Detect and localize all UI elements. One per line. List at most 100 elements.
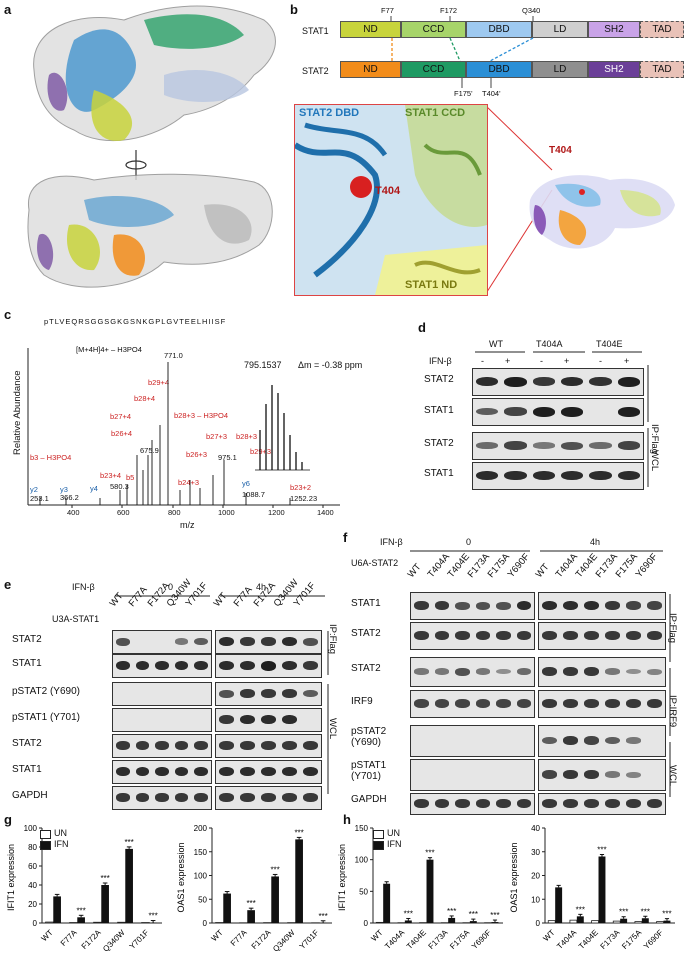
blot-band bbox=[219, 767, 234, 777]
blot-band bbox=[618, 377, 640, 387]
blot-band bbox=[282, 661, 297, 671]
blot-band bbox=[584, 667, 599, 676]
blot-band bbox=[455, 631, 470, 640]
blot-band bbox=[476, 471, 498, 481]
g-oas1-bar-ifn bbox=[247, 910, 255, 923]
panel-label-c: c bbox=[4, 307, 11, 322]
blot-band bbox=[116, 767, 130, 777]
blot-band bbox=[261, 689, 276, 698]
panel-label-d: d bbox=[418, 320, 426, 335]
blot-band bbox=[303, 793, 318, 802]
h-oas1-bar-ifn bbox=[620, 919, 627, 923]
blot-band bbox=[303, 767, 318, 777]
blot-band bbox=[175, 638, 189, 645]
e-blot-row-left bbox=[112, 708, 212, 732]
e-row-label: GAPDH bbox=[12, 790, 48, 801]
g-oas1-significance: *** bbox=[318, 912, 327, 921]
blot-band bbox=[584, 799, 599, 808]
blot-band bbox=[504, 377, 526, 387]
blot-band bbox=[282, 637, 297, 647]
blot-band bbox=[455, 668, 470, 676]
blot-band bbox=[261, 661, 276, 671]
blot-band bbox=[589, 471, 611, 481]
blot-band bbox=[219, 661, 234, 671]
d-blot-row-2 bbox=[472, 398, 644, 426]
e-blot-row-right bbox=[215, 760, 322, 784]
g-ifit1-significance: *** bbox=[148, 912, 157, 921]
e-row-label: pSTAT2 (Y690) bbox=[12, 686, 80, 697]
blot-band bbox=[605, 771, 620, 778]
h-ifit1-chart: 050100150WT***T404A***T404E***F173A***F1… bbox=[343, 828, 513, 973]
h-legend-label: UN bbox=[387, 828, 400, 838]
g-oas1-ylabel: OAS1 expression bbox=[176, 842, 186, 912]
g-oas1-ytick-label: 200 bbox=[194, 824, 208, 833]
g-ifit1-category-label: F77A bbox=[59, 928, 79, 948]
g-oas1-ytick-label: 100 bbox=[194, 872, 208, 881]
blot-band bbox=[194, 638, 208, 646]
blot-band bbox=[414, 668, 429, 675]
small-structure-image bbox=[520, 150, 680, 260]
e-row-label: pSTAT1 (Y701) bbox=[12, 712, 80, 723]
h-ifit1-category-label: T404A bbox=[383, 928, 407, 952]
blot-band bbox=[517, 601, 532, 611]
h-ifit1-bar-ifn bbox=[492, 922, 499, 923]
zoom-structure-image bbox=[295, 105, 487, 295]
blot-band bbox=[455, 602, 470, 610]
d-sign-6: + bbox=[624, 356, 629, 366]
blot-band bbox=[542, 737, 557, 745]
g-oas1-ytick-label: 150 bbox=[194, 848, 208, 857]
blot-band bbox=[282, 793, 297, 802]
g-ifit1-ylabel: IFIT1 expression bbox=[6, 844, 16, 911]
blot-band bbox=[476, 699, 491, 708]
blot-band bbox=[136, 661, 150, 671]
g-ifit1-bar-ifn bbox=[53, 896, 61, 923]
blot-band bbox=[303, 741, 318, 750]
e-blot-row-right bbox=[215, 654, 322, 678]
structure-bottom-view bbox=[28, 174, 272, 287]
blot-band bbox=[533, 377, 555, 386]
f-row-label: GAPDH bbox=[351, 794, 411, 805]
blot-band bbox=[605, 799, 620, 808]
blot-band bbox=[435, 631, 450, 640]
blot-band bbox=[261, 715, 276, 725]
blot-band bbox=[563, 601, 578, 611]
e-blot-row-right bbox=[215, 708, 322, 732]
g-oas1-chart: 050100150200WT***F77A***F172A***Q340W***… bbox=[182, 828, 342, 973]
blot-band bbox=[496, 631, 511, 640]
f-blot-row-left bbox=[410, 690, 535, 718]
f-treatment: IFN-β bbox=[380, 537, 403, 547]
blot-band bbox=[155, 661, 169, 671]
blot-band bbox=[175, 661, 189, 671]
h-oas1-category-label: T404E bbox=[577, 928, 600, 951]
h-ifit1-ylabel: IFIT1 expression bbox=[337, 844, 347, 911]
g-oas1-category-label: F172A bbox=[250, 928, 274, 952]
h-oas1-ytick-label: 40 bbox=[531, 824, 540, 833]
blot-band bbox=[561, 377, 583, 387]
g-ifit1-category-label: Y701F bbox=[128, 928, 151, 951]
e-blot-row-left bbox=[112, 786, 212, 810]
blot-band bbox=[476, 442, 498, 449]
e-blot-row-left bbox=[112, 682, 212, 706]
h-oas1-ytick-label: 0 bbox=[536, 919, 541, 928]
f-blot-row-left bbox=[410, 592, 535, 620]
blot-band bbox=[303, 661, 318, 670]
f-lane-label-right: WT bbox=[534, 562, 552, 580]
g-ifit1-chart: 020406080100WT***F77A***F172A***Q340W***… bbox=[12, 828, 172, 973]
blot-band bbox=[261, 741, 276, 750]
f-time-4h: 4h bbox=[590, 537, 600, 547]
f-row-label: pSTAT2 (Y690) bbox=[351, 726, 411, 748]
blot-band bbox=[517, 668, 532, 675]
blot-band bbox=[155, 793, 169, 802]
g-ifit1-bar-ifn bbox=[125, 849, 133, 923]
g-legend-label: IFN bbox=[54, 839, 69, 849]
f-blot-row-right bbox=[538, 793, 666, 815]
blot-band bbox=[116, 741, 130, 750]
blot-band bbox=[414, 799, 429, 808]
h-ifit1-ytick-label: 0 bbox=[364, 919, 369, 928]
e-treatment: IFN-β bbox=[72, 582, 95, 592]
h-ifit1-category-label: F173A bbox=[427, 928, 451, 952]
peptide-sequence: pTLVEQRSGGSGKGSNKGPLGVTEELHIISF bbox=[44, 317, 226, 326]
blot-band bbox=[517, 799, 532, 808]
h-ifit1-category-label: T404E bbox=[405, 928, 428, 951]
f-cell-line: U6A-STAT2 bbox=[351, 558, 398, 568]
